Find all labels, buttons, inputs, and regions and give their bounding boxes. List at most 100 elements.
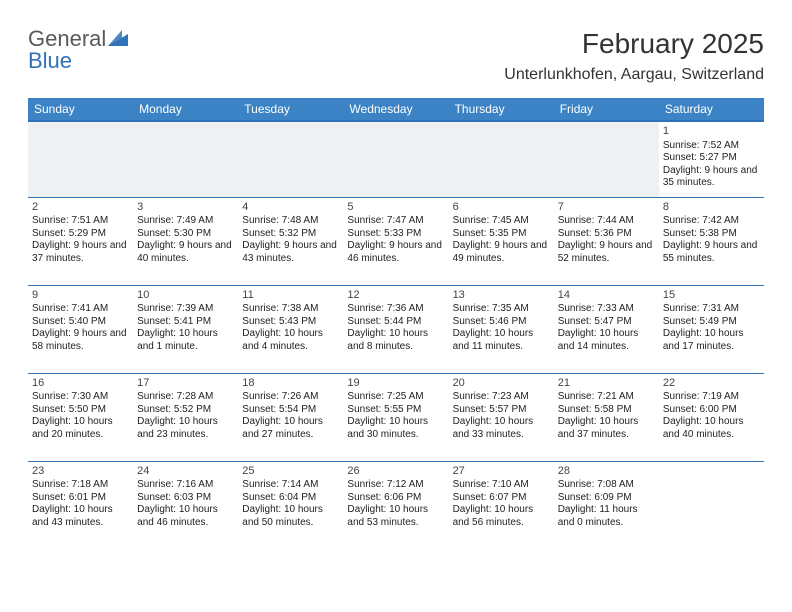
brand-word2: Blue [28, 48, 72, 73]
day-cell: 16Sunrise: 7:30 AMSunset: 5:50 PMDayligh… [28, 373, 133, 461]
sunrise-line: Sunrise: 7:18 AM [32, 479, 129, 492]
day-number: 24 [137, 465, 234, 479]
day-number: 2 [32, 201, 129, 215]
day-cell: 20Sunrise: 7:23 AMSunset: 5:57 PMDayligh… [449, 373, 554, 461]
daylight-line: Daylight: 10 hours and 11 minutes. [453, 328, 550, 353]
day-cell: 2Sunrise: 7:51 AMSunset: 5:29 PMDaylight… [28, 197, 133, 285]
sunrise-line: Sunrise: 7:26 AM [242, 391, 339, 404]
sunset-line: Sunset: 5:54 PM [242, 404, 339, 417]
daylight-line: Daylight: 10 hours and 27 minutes. [242, 416, 339, 441]
daylight-line: Daylight: 9 hours and 40 minutes. [137, 240, 234, 265]
day-cell: 28Sunrise: 7:08 AMSunset: 6:09 PMDayligh… [554, 461, 659, 549]
sunset-line: Sunset: 5:40 PM [32, 316, 129, 329]
weekday-friday: Friday [554, 98, 659, 121]
sunrise-line: Sunrise: 7:38 AM [242, 303, 339, 316]
daylight-line: Daylight: 10 hours and 43 minutes. [32, 504, 129, 529]
sunrise-line: Sunrise: 7:21 AM [558, 391, 655, 404]
title-block: February 2025 Unterlunkhofen, Aargau, Sw… [504, 28, 764, 84]
day-cell: 13Sunrise: 7:35 AMSunset: 5:46 PMDayligh… [449, 285, 554, 373]
day-cell: 26Sunrise: 7:12 AMSunset: 6:06 PMDayligh… [343, 461, 448, 549]
day-number: 23 [32, 465, 129, 479]
sunrise-line: Sunrise: 7:14 AM [242, 479, 339, 492]
day-cell: 4Sunrise: 7:48 AMSunset: 5:32 PMDaylight… [238, 197, 343, 285]
day-cell: 10Sunrise: 7:39 AMSunset: 5:41 PMDayligh… [133, 285, 238, 373]
sunset-line: Sunset: 5:36 PM [558, 228, 655, 241]
day-cell: 5Sunrise: 7:47 AMSunset: 5:33 PMDaylight… [343, 197, 448, 285]
calendar-row: 16Sunrise: 7:30 AMSunset: 5:50 PMDayligh… [28, 373, 764, 461]
sunrise-line: Sunrise: 7:49 AM [137, 215, 234, 228]
day-number: 9 [32, 289, 129, 303]
empty-cell [449, 121, 554, 197]
sunrise-line: Sunrise: 7:48 AM [242, 215, 339, 228]
day-number: 27 [453, 465, 550, 479]
sunset-line: Sunset: 5:30 PM [137, 228, 234, 241]
calendar-row: 23Sunrise: 7:18 AMSunset: 6:01 PMDayligh… [28, 461, 764, 549]
sunset-line: Sunset: 5:44 PM [347, 316, 444, 329]
day-cell: 9Sunrise: 7:41 AMSunset: 5:40 PMDaylight… [28, 285, 133, 373]
sunset-line: Sunset: 5:46 PM [453, 316, 550, 329]
weekday-thursday: Thursday [449, 98, 554, 121]
sunset-line: Sunset: 5:43 PM [242, 316, 339, 329]
daylight-line: Daylight: 10 hours and 4 minutes. [242, 328, 339, 353]
sunrise-line: Sunrise: 7:41 AM [32, 303, 129, 316]
month-title: February 2025 [504, 28, 764, 60]
sunrise-line: Sunrise: 7:28 AM [137, 391, 234, 404]
day-cell: 24Sunrise: 7:16 AMSunset: 6:03 PMDayligh… [133, 461, 238, 549]
sunrise-line: Sunrise: 7:16 AM [137, 479, 234, 492]
sunset-line: Sunset: 5:52 PM [137, 404, 234, 417]
day-cell: 21Sunrise: 7:21 AMSunset: 5:58 PMDayligh… [554, 373, 659, 461]
weekday-saturday: Saturday [659, 98, 764, 121]
sunrise-line: Sunrise: 7:12 AM [347, 479, 444, 492]
sunrise-line: Sunrise: 7:08 AM [558, 479, 655, 492]
day-number: 17 [137, 377, 234, 391]
day-cell: 22Sunrise: 7:19 AMSunset: 6:00 PMDayligh… [659, 373, 764, 461]
daylight-line: Daylight: 10 hours and 53 minutes. [347, 504, 444, 529]
day-number: 21 [558, 377, 655, 391]
daylight-line: Daylight: 9 hours and 55 minutes. [663, 240, 760, 265]
day-cell: 17Sunrise: 7:28 AMSunset: 5:52 PMDayligh… [133, 373, 238, 461]
sunset-line: Sunset: 5:41 PM [137, 316, 234, 329]
day-number: 10 [137, 289, 234, 303]
day-cell: 19Sunrise: 7:25 AMSunset: 5:55 PMDayligh… [343, 373, 448, 461]
calendar-table: SundayMondayTuesdayWednesdayThursdayFrid… [28, 98, 764, 549]
sunset-line: Sunset: 5:33 PM [347, 228, 444, 241]
sunrise-line: Sunrise: 7:51 AM [32, 215, 129, 228]
day-cell: 1Sunrise: 7:52 AMSunset: 5:27 PMDaylight… [659, 121, 764, 197]
day-number: 22 [663, 377, 760, 391]
day-cell: 6Sunrise: 7:45 AMSunset: 5:35 PMDaylight… [449, 197, 554, 285]
sunset-line: Sunset: 5:29 PM [32, 228, 129, 241]
day-number: 20 [453, 377, 550, 391]
day-number: 18 [242, 377, 339, 391]
day-number: 4 [242, 201, 339, 215]
sunset-line: Sunset: 5:49 PM [663, 316, 760, 329]
day-cell: 23Sunrise: 7:18 AMSunset: 6:01 PMDayligh… [28, 461, 133, 549]
sunset-line: Sunset: 6:04 PM [242, 492, 339, 505]
sunrise-line: Sunrise: 7:45 AM [453, 215, 550, 228]
sunrise-line: Sunrise: 7:39 AM [137, 303, 234, 316]
daylight-line: Daylight: 10 hours and 56 minutes. [453, 504, 550, 529]
sunrise-line: Sunrise: 7:10 AM [453, 479, 550, 492]
daylight-line: Daylight: 10 hours and 1 minute. [137, 328, 234, 353]
day-number: 11 [242, 289, 339, 303]
daylight-line: Daylight: 10 hours and 37 minutes. [558, 416, 655, 441]
sunset-line: Sunset: 5:32 PM [242, 228, 339, 241]
daylight-line: Daylight: 10 hours and 46 minutes. [137, 504, 234, 529]
calendar-body: 1Sunrise: 7:52 AMSunset: 5:27 PMDaylight… [28, 121, 764, 549]
daylight-line: Daylight: 9 hours and 52 minutes. [558, 240, 655, 265]
sunset-line: Sunset: 5:57 PM [453, 404, 550, 417]
sunset-line: Sunset: 5:47 PM [558, 316, 655, 329]
sunrise-line: Sunrise: 7:36 AM [347, 303, 444, 316]
sunrise-line: Sunrise: 7:35 AM [453, 303, 550, 316]
day-number: 25 [242, 465, 339, 479]
sunset-line: Sunset: 6:07 PM [453, 492, 550, 505]
weekday-header: SundayMondayTuesdayWednesdayThursdayFrid… [28, 98, 764, 121]
weekday-tuesday: Tuesday [238, 98, 343, 121]
empty-cell [343, 121, 448, 197]
sunrise-line: Sunrise: 7:44 AM [558, 215, 655, 228]
sunrise-line: Sunrise: 7:23 AM [453, 391, 550, 404]
daylight-line: Daylight: 10 hours and 50 minutes. [242, 504, 339, 529]
sunrise-line: Sunrise: 7:19 AM [663, 391, 760, 404]
daylight-line: Daylight: 9 hours and 37 minutes. [32, 240, 129, 265]
sunrise-line: Sunrise: 7:47 AM [347, 215, 444, 228]
sunset-line: Sunset: 6:01 PM [32, 492, 129, 505]
